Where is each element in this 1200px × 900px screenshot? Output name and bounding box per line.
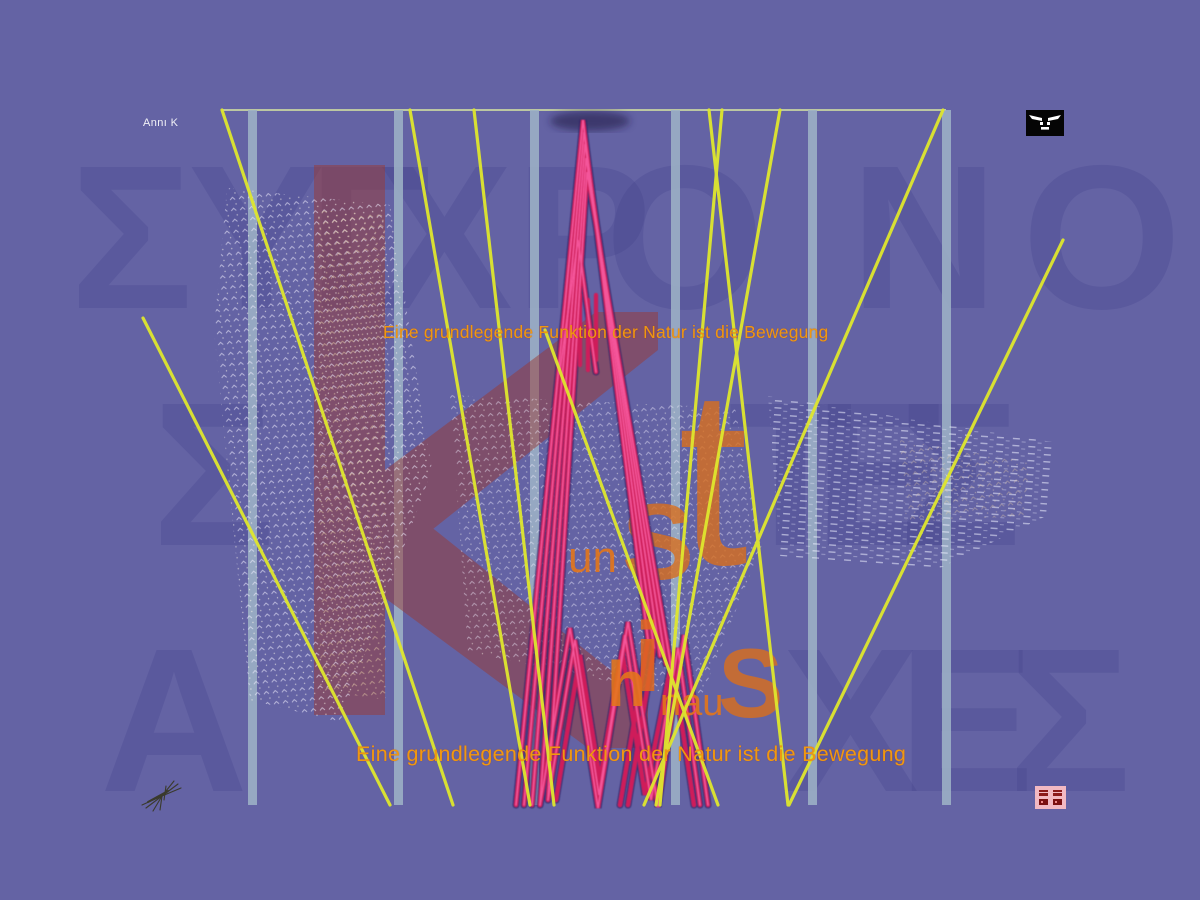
vertical-bar	[248, 110, 257, 805]
vertical-bar	[808, 110, 817, 805]
vertical-bar	[394, 110, 403, 805]
face-icon[interactable]	[1026, 110, 1064, 136]
vertical-bar	[942, 110, 951, 805]
watermark-letter: Ο	[1022, 123, 1182, 352]
watermark-letter: Ο	[605, 123, 765, 352]
watermark-letter: Ν	[850, 123, 999, 352]
artist-label: Annı K	[143, 117, 179, 129]
watermark-letter: Σ	[70, 123, 194, 352]
window-grid-icon[interactable]	[1035, 786, 1066, 809]
insect-icon	[141, 780, 182, 812]
watermark-letter: Σ	[898, 360, 1022, 589]
frame-top-line	[222, 109, 946, 111]
letter-t-large: t	[678, 337, 749, 618]
caption-bottom: Eine grundlegende Funktion der Natur ist…	[356, 742, 907, 766]
letter-s-final: S	[718, 628, 784, 738]
caption-top: Eine grundlegende Funktion der Natur ist…	[383, 322, 829, 342]
letter-i-tall: i	[634, 602, 662, 712]
vertical-bar	[530, 110, 539, 805]
watermark-letter: Σ	[1008, 606, 1132, 835]
letter-un: un	[568, 533, 617, 582]
letters-nau: nau	[660, 682, 724, 724]
